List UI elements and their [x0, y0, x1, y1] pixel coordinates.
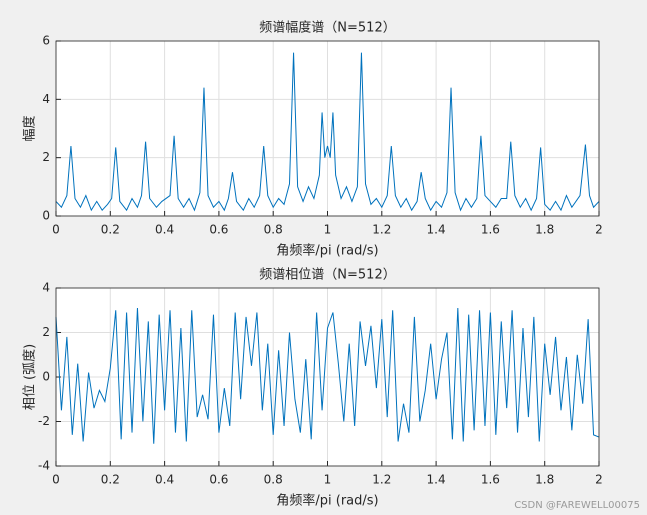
y-tick-label: 2: [42, 150, 50, 164]
x-tick-label: 1: [324, 223, 332, 237]
x-tick-label: 1.8: [535, 223, 554, 237]
x-tick-label: 0.8: [264, 223, 283, 237]
y-tick-label: 6: [42, 34, 50, 48]
axes-box: [55, 287, 600, 467]
x-tick-label: 1.6: [481, 473, 500, 487]
y-axis-label: 相位 (弧度): [22, 344, 38, 410]
x-tick-label: 0: [52, 473, 60, 487]
x-tick-label: 2: [595, 223, 603, 237]
x-tick-label: 0.2: [101, 473, 120, 487]
series-line: [55, 52, 600, 212]
y-tick-label: 4: [42, 92, 50, 106]
x-tick-label: 1.4: [427, 223, 446, 237]
y-tick-label: 0: [42, 370, 50, 384]
y-tick-label: 0: [42, 209, 50, 223]
x-tick-label: 0.6: [209, 223, 228, 237]
x-tick-label: 0.6: [209, 473, 228, 487]
x-tick-label: 0.8: [264, 473, 283, 487]
watermark: CSDN @FAREWELL00075: [514, 500, 640, 511]
chart-title: 频谱相位谱（N=512）: [259, 268, 395, 283]
y-tick-label: -2: [38, 414, 50, 428]
x-tick-label: 0.2: [101, 223, 120, 237]
series-line: [55, 307, 600, 444]
chart-title: 频谱幅度谱（N=512）: [259, 20, 395, 36]
x-tick-label: 1.4: [427, 473, 446, 487]
y-axis-label: 幅度: [22, 115, 38, 141]
x-tick-label: 1.2: [372, 223, 391, 237]
x-tick-label: 2: [595, 473, 603, 487]
x-tick-label: 0.4: [155, 223, 174, 237]
y-tick-label: -4: [38, 459, 50, 473]
x-axis-label: 角频率/pi (rad/s): [276, 493, 378, 509]
axes-box: [55, 40, 600, 217]
x-tick-label: 1.2: [372, 473, 391, 487]
x-tick-label: 1.8: [535, 473, 554, 487]
x-tick-label: 0: [52, 223, 60, 237]
y-tick-label: 4: [42, 281, 50, 295]
x-tick-label: 0.4: [155, 473, 174, 487]
x-axis-label: 角频率/pi (rad/s): [276, 243, 378, 259]
x-tick-label: 1.6: [481, 223, 500, 237]
y-tick-label: 2: [42, 325, 50, 339]
x-tick-label: 1: [324, 473, 332, 487]
